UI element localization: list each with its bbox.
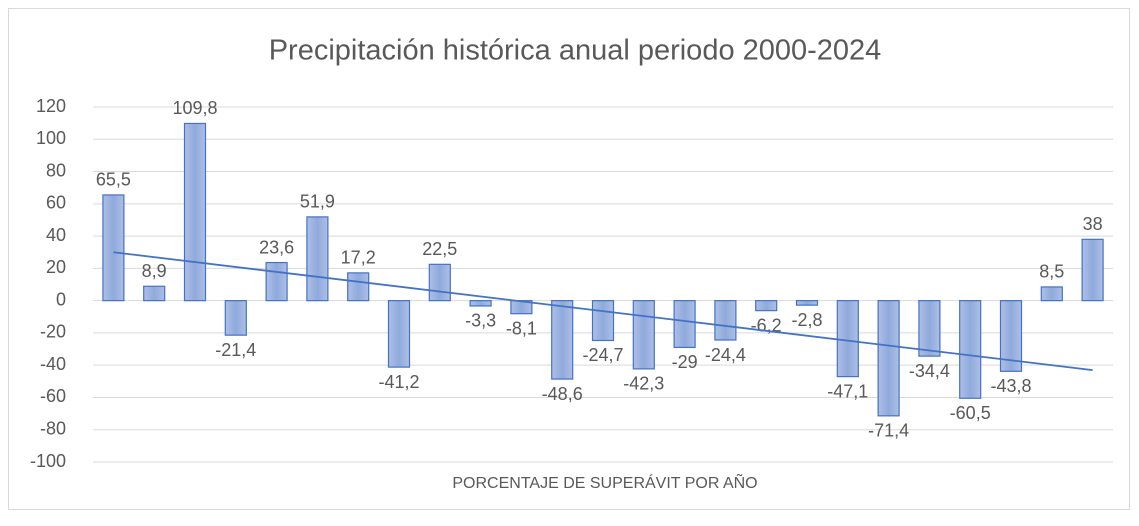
data-label: 38	[1083, 214, 1103, 234]
bar	[551, 300, 574, 380]
data-label: -60,5	[950, 403, 991, 423]
y-tick-label: -20	[40, 322, 66, 342]
y-tick-label: 60	[46, 193, 66, 213]
bar	[999, 300, 1023, 372]
bar	[1040, 286, 1063, 302]
data-label: -71,4	[868, 421, 909, 441]
bar	[632, 300, 655, 370]
data-label: 23,6	[259, 237, 294, 257]
bar	[428, 263, 451, 302]
trendline	[113, 251, 1093, 372]
data-label: -42,3	[623, 374, 664, 394]
bar	[836, 300, 859, 378]
chart-title: Precipitación histórica anual periodo 20…	[269, 35, 882, 67]
data-label: -41,2	[378, 372, 419, 392]
bar	[347, 272, 370, 302]
bar	[918, 300, 941, 357]
bar	[877, 300, 900, 417]
data-label: -8,1	[506, 318, 537, 338]
y-tick-label: 40	[46, 225, 66, 245]
data-label: -34,4	[909, 361, 950, 381]
bar	[795, 300, 819, 306]
y-tick-label: 20	[46, 257, 66, 277]
data-label: 8,5	[1039, 262, 1064, 282]
bar	[183, 122, 207, 302]
data-label: -47,1	[827, 381, 868, 401]
data-label: -24,7	[582, 345, 623, 365]
y-tick-label: -80	[40, 418, 66, 438]
data-label: -43,8	[990, 376, 1031, 396]
data-label: 8,9	[142, 261, 167, 281]
data-label: 22,5	[422, 239, 457, 259]
data-label: 65,5	[96, 170, 131, 190]
bar	[265, 261, 288, 302]
y-tick-label: 120	[36, 96, 66, 116]
bar	[1081, 238, 1104, 302]
data-label: -48,6	[542, 384, 583, 404]
y-tick-label: -60	[40, 386, 66, 406]
data-label: -3,3	[465, 311, 496, 331]
y-tick-label: 100	[36, 128, 66, 148]
data-label: -2,8	[791, 310, 822, 330]
bar	[673, 300, 696, 349]
bar	[102, 194, 125, 302]
y-tick-label: 0	[56, 289, 66, 309]
y-tick-label: -100	[30, 451, 66, 471]
data-label: 109,8	[172, 98, 217, 118]
data-label: -24,4	[705, 345, 746, 365]
y-tick-label: 80	[46, 160, 66, 180]
data-label: -29	[672, 352, 698, 372]
bar	[591, 300, 615, 342]
y-tick-label: -40	[40, 354, 66, 374]
bar	[714, 300, 737, 341]
bar	[306, 216, 329, 302]
bar	[469, 300, 492, 307]
data-label: 51,9	[300, 192, 335, 212]
bar	[755, 300, 778, 312]
x-axis-title: PORCENTAJE DE SUPERÁVIT POR AÑO	[452, 472, 757, 492]
bar	[387, 300, 411, 368]
data-label: -21,4	[215, 340, 256, 360]
bar	[143, 285, 166, 302]
data-label: 17,2	[341, 248, 376, 268]
bar	[959, 300, 982, 399]
bar	[224, 300, 247, 336]
